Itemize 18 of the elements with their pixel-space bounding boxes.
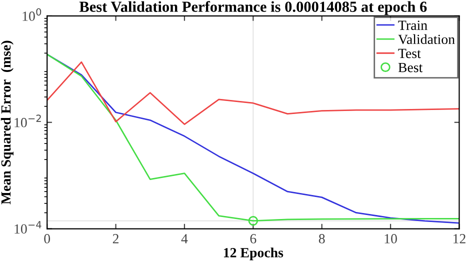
y-tick-label: 10$^{−2}$	[14, 114, 41, 128]
x-tick-label: 2	[112, 234, 118, 244]
x-axis-title: 12 Epochs	[224, 248, 284, 260]
x-tick-label: 4	[181, 234, 188, 244]
legend-label: Best	[398, 62, 423, 72]
legend-label: Test	[398, 48, 421, 58]
legend-label: Train	[398, 20, 428, 30]
y-axis-title: Mean Squared Error (mse)	[0, 40, 14, 204]
x-tick-label: 12	[454, 234, 466, 244]
chart-title: Best Validation Performance is 0.00014085 at epoch 6	[79, 1, 427, 16]
x-tick-label: 8	[318, 234, 325, 244]
x-tick-label: 6	[250, 234, 256, 244]
legend-label: Validation	[398, 34, 455, 44]
y-tick-label: 10$^{0}$	[22, 8, 42, 21]
x-tick-label: 10	[384, 234, 397, 244]
line-series	[47, 61, 460, 125]
y-tick-label: 10$^{−4}$	[14, 221, 42, 234]
x-tick-label: 0	[44, 234, 50, 244]
